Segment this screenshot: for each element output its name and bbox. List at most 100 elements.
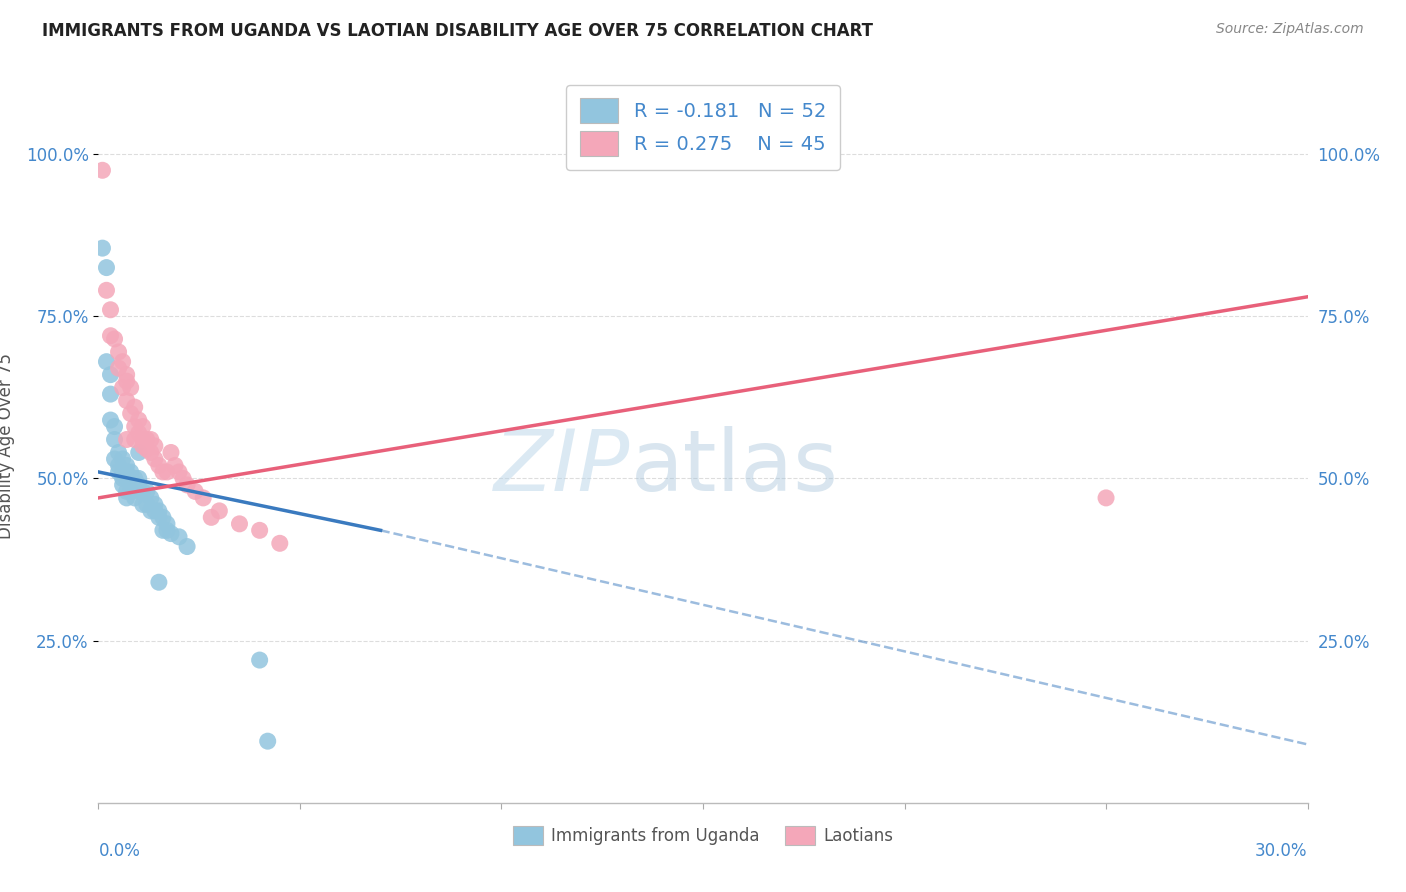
- Point: [228, 516, 250, 531]
- Point: [132, 419, 155, 434]
- Point: [111, 354, 134, 368]
- Point: [148, 575, 170, 590]
- Point: [107, 361, 129, 376]
- Point: [160, 445, 183, 459]
- Point: [111, 381, 134, 395]
- Point: [135, 484, 157, 499]
- Point: [249, 524, 271, 538]
- Point: [115, 374, 138, 388]
- Text: ZIP: ZIP: [494, 425, 630, 509]
- Point: [100, 368, 122, 382]
- Point: [128, 413, 150, 427]
- Point: [124, 478, 146, 492]
- Point: [128, 445, 150, 459]
- Point: [148, 510, 170, 524]
- Point: [111, 478, 134, 492]
- Point: [132, 484, 155, 499]
- Point: [139, 504, 162, 518]
- Point: [115, 368, 138, 382]
- Point: [96, 260, 118, 275]
- Point: [152, 465, 174, 479]
- Point: [120, 381, 142, 395]
- Point: [249, 653, 271, 667]
- Point: [139, 445, 162, 459]
- Point: [269, 536, 291, 550]
- Point: [103, 419, 125, 434]
- Point: [128, 425, 150, 440]
- Text: IMMIGRANTS FROM UGANDA VS LAOTIAN DISABILITY AGE OVER 75 CORRELATION CHART: IMMIGRANTS FROM UGANDA VS LAOTIAN DISABI…: [42, 22, 873, 40]
- Point: [107, 465, 129, 479]
- Point: [120, 407, 142, 421]
- Point: [91, 163, 114, 178]
- Point: [172, 471, 194, 485]
- Point: [160, 526, 183, 541]
- Point: [100, 328, 122, 343]
- Point: [135, 442, 157, 457]
- Point: [124, 433, 146, 447]
- Text: 0.0%: 0.0%: [98, 842, 141, 860]
- Point: [120, 471, 142, 485]
- Point: [91, 241, 114, 255]
- Point: [167, 465, 190, 479]
- Point: [132, 497, 155, 511]
- Point: [176, 540, 198, 554]
- Point: [120, 478, 142, 492]
- Point: [115, 458, 138, 473]
- Point: [128, 471, 150, 485]
- Point: [156, 465, 179, 479]
- Point: [208, 504, 231, 518]
- Text: atlas: atlas: [630, 425, 838, 509]
- Point: [139, 491, 162, 505]
- Point: [120, 465, 142, 479]
- Point: [103, 332, 125, 346]
- Point: [148, 458, 170, 473]
- Point: [200, 510, 222, 524]
- Point: [184, 484, 207, 499]
- Point: [115, 471, 138, 485]
- Point: [96, 354, 118, 368]
- Legend: Immigrants from Uganda, Laotians: Immigrants from Uganda, Laotians: [506, 819, 900, 852]
- Point: [107, 445, 129, 459]
- Point: [120, 484, 142, 499]
- Point: [163, 458, 186, 473]
- Point: [167, 530, 190, 544]
- Point: [152, 510, 174, 524]
- Point: [115, 465, 138, 479]
- Point: [107, 458, 129, 473]
- Point: [156, 516, 179, 531]
- Point: [107, 345, 129, 359]
- Point: [115, 433, 138, 447]
- Point: [111, 471, 134, 485]
- Point: [156, 524, 179, 538]
- Point: [103, 452, 125, 467]
- Point: [111, 452, 134, 467]
- Text: Source: ZipAtlas.com: Source: ZipAtlas.com: [1216, 22, 1364, 37]
- Point: [124, 400, 146, 414]
- Point: [148, 504, 170, 518]
- Point: [103, 433, 125, 447]
- Text: 30.0%: 30.0%: [1256, 842, 1308, 860]
- Point: [1095, 491, 1118, 505]
- Point: [143, 504, 166, 518]
- Point: [128, 484, 150, 499]
- Point: [124, 419, 146, 434]
- Y-axis label: Disability Age Over 75: Disability Age Over 75: [0, 353, 14, 539]
- Point: [132, 439, 155, 453]
- Point: [193, 491, 215, 505]
- Point: [96, 283, 118, 297]
- Point: [100, 413, 122, 427]
- Point: [135, 497, 157, 511]
- Point: [176, 478, 198, 492]
- Point: [152, 524, 174, 538]
- Point: [143, 497, 166, 511]
- Point: [124, 471, 146, 485]
- Point: [143, 439, 166, 453]
- Point: [124, 491, 146, 505]
- Point: [256, 734, 278, 748]
- Point: [100, 387, 122, 401]
- Point: [132, 433, 155, 447]
- Point: [111, 465, 134, 479]
- Point: [139, 433, 162, 447]
- Point: [115, 393, 138, 408]
- Point: [143, 452, 166, 467]
